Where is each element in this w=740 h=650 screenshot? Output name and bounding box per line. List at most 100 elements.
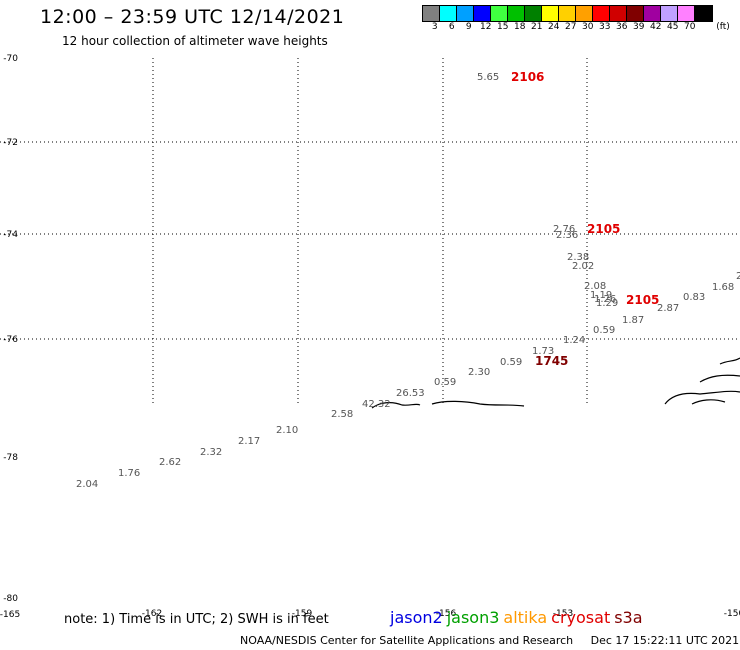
wave-height-value: 2.62 xyxy=(159,457,181,468)
color-scale-tick: 45 xyxy=(667,22,679,32)
wave-height-value: 1.24 xyxy=(563,335,585,346)
latitude-label: -78 xyxy=(3,453,18,463)
color-scale-tick: 42 xyxy=(650,22,662,32)
wave-height-value: 2.76 xyxy=(553,224,575,235)
wave-height-value: 5.65 xyxy=(477,72,499,83)
wave-height-value: 0.59 xyxy=(500,357,522,368)
color-swatch xyxy=(440,6,457,21)
satellite-legend: jason2 jason3 altika cryosat s3a xyxy=(390,608,647,627)
wave-height-value: 0.59 xyxy=(593,325,615,336)
longitude-label: -162 xyxy=(142,609,162,619)
wave-height-values: 5.65 2.762.36 2.382.02 2.081.191.261.29 0.59… xyxy=(76,72,740,490)
wave-height-value: 2.58 xyxy=(331,409,353,420)
wave-height-value: 2.10 xyxy=(276,425,298,436)
color-scale-tick: 15 xyxy=(497,22,509,32)
wave-height-value: 0.59 xyxy=(434,377,456,388)
color-scale-bar xyxy=(422,5,713,22)
legend-entry-jason2: jason2 xyxy=(390,608,443,627)
credit-footer: NOAA/NESDIS Center for Satellite Applica… xyxy=(240,634,739,647)
color-scale-tick: 70 xyxy=(684,22,696,32)
color-swatch xyxy=(576,6,593,21)
legend-entry-cryosat: cryosat xyxy=(551,608,611,627)
latitude-labels-upper: -70 -72 -74 -76 xyxy=(3,54,18,345)
color-swatch xyxy=(525,6,542,21)
satellite-pass-times: 2106 2105 2105 1745 xyxy=(511,70,659,368)
generated-timestamp: Dec 17 15:22:11 UTC 2021 xyxy=(590,634,740,647)
latitude-label: -80 xyxy=(3,594,18,604)
color-swatch xyxy=(678,6,695,21)
legend-entry-jason3: jason3 xyxy=(446,608,500,627)
color-swatch xyxy=(593,6,610,21)
color-scale-tick: 3 xyxy=(431,22,438,32)
wave-height-value: 42.32 xyxy=(362,399,391,410)
graticule xyxy=(0,58,740,405)
legend-entry-s3a: s3a xyxy=(614,608,643,627)
color-scale-tick: 36 xyxy=(616,22,628,32)
wave-height-value: 2.08 xyxy=(584,281,606,292)
color-swatch xyxy=(423,6,440,21)
wave-height-value: 26.53 xyxy=(396,388,425,399)
longitude-label: -153 xyxy=(553,609,573,619)
pass-time-label: 2106 xyxy=(511,70,544,84)
color-scale-tick: 18 xyxy=(514,22,526,32)
color-scale-tick: 39 xyxy=(633,22,645,32)
color-swatch xyxy=(661,6,678,21)
wave-height-value: 1.26 xyxy=(594,294,616,305)
pass-time-label: 2105 xyxy=(587,222,620,236)
color-swatch xyxy=(610,6,627,21)
wave-height-value: 2.17 xyxy=(238,436,260,447)
color-scale-tick: 21 xyxy=(531,22,543,32)
wave-height-value: 2.04 xyxy=(76,479,98,490)
wave-height-value: 2.87 xyxy=(657,303,679,314)
latitude-label: -70 xyxy=(3,54,18,64)
wave-height-value: 2.02 xyxy=(572,261,594,272)
color-swatch xyxy=(695,6,712,21)
wave-height-value: 1.68 xyxy=(712,282,734,293)
color-swatch xyxy=(457,6,474,21)
color-scale-tick: 30 xyxy=(582,22,594,32)
wave-height-value: 0.83 xyxy=(683,292,705,303)
latitude-labels-lower: -78 -80 xyxy=(3,453,18,604)
map-subtitle: 12 hour collection of altimeter wave hei… xyxy=(62,34,328,48)
units-note: note: 1) Time is in UTC; 2) SWH is in fe… xyxy=(64,612,329,627)
color-swatch xyxy=(542,6,559,21)
legend-entry-altika: altika xyxy=(503,608,548,627)
color-swatch xyxy=(491,6,508,21)
color-scale-tick: 24 xyxy=(548,22,560,32)
wave-height-value: 1.19 xyxy=(590,290,612,301)
latitude-label: -76 xyxy=(3,335,18,345)
color-swatch xyxy=(644,6,661,21)
color-swatch xyxy=(559,6,576,21)
wave-height-value: 1.76 xyxy=(118,468,140,479)
longitude-label: -150 xyxy=(724,609,740,619)
wave-height-value: 2 xyxy=(736,271,740,282)
longitude-label: -165 xyxy=(0,610,20,620)
latitude-label: -72 xyxy=(3,138,18,148)
color-scale-unit: (ft) xyxy=(716,22,730,32)
credit-text: NOAA/NESDIS Center for Satellite Applica… xyxy=(240,634,574,647)
color-scale-tick: 27 xyxy=(565,22,577,32)
color-scale-tick: 9 xyxy=(465,22,472,32)
color-swatch xyxy=(474,6,491,21)
longitude-label: -156 xyxy=(436,609,457,619)
color-scale-tick: 6 xyxy=(448,22,455,32)
wave-height-value: 2.36 xyxy=(556,230,578,241)
pass-time-label: 1745 xyxy=(535,354,568,368)
wave-height-value: 1.87 xyxy=(622,315,644,326)
latitude-label: -74 xyxy=(3,230,18,240)
coastline xyxy=(371,357,740,409)
color-scale-tick: 12 xyxy=(480,22,492,32)
wave-height-value: 1.73 xyxy=(532,346,554,357)
pass-time-label: 2105 xyxy=(626,293,659,307)
wave-height-value: 2.30 xyxy=(468,367,490,378)
color-scale-tick: 33 xyxy=(599,22,611,32)
color-swatch xyxy=(508,6,525,21)
map-title: 12:00 – 23:59 UTC 12/14/2021 xyxy=(40,6,345,28)
color-swatch xyxy=(627,6,644,21)
wave-height-value: 2.32 xyxy=(200,447,222,458)
longitude-labels: -165 -162 -159 -156 -153 -150 xyxy=(0,609,740,620)
wave-height-value: 1.29 xyxy=(596,298,618,309)
wave-height-value: 2.38 xyxy=(567,252,589,263)
longitude-label: -159 xyxy=(292,609,313,619)
